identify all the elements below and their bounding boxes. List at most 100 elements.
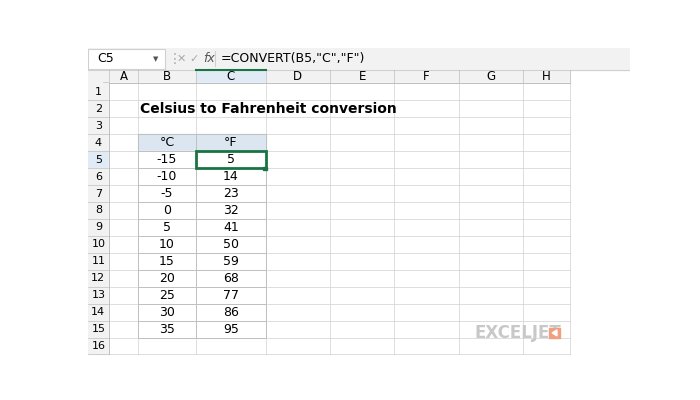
Text: 0: 0	[163, 204, 171, 217]
Text: 30: 30	[159, 306, 175, 319]
Text: EXCELJET: EXCELJET	[475, 324, 561, 342]
Text: °C: °C	[160, 136, 174, 149]
Bar	[138, 202, 196, 219]
Text: 10: 10	[159, 238, 175, 251]
Bar	[523, 70, 570, 84]
Text: C: C	[227, 70, 235, 83]
Bar	[196, 70, 266, 84]
Bar	[88, 100, 109, 117]
Bar	[88, 151, 109, 168]
Text: 14: 14	[91, 307, 106, 317]
Text: 95: 95	[223, 322, 239, 336]
Text: B: B	[163, 70, 171, 83]
Bar	[196, 320, 266, 338]
Text: G: G	[486, 70, 496, 83]
Bar	[88, 236, 109, 253]
Bar	[88, 287, 109, 304]
Text: 86: 86	[223, 306, 239, 319]
Text: 77: 77	[223, 289, 239, 302]
Bar	[109, 84, 570, 354]
Bar	[138, 320, 196, 338]
Bar	[88, 49, 165, 69]
Bar	[196, 134, 266, 151]
Bar	[550, 328, 560, 338]
Text: 50: 50	[223, 238, 239, 251]
Text: 35: 35	[159, 322, 175, 336]
Text: 4: 4	[94, 138, 102, 148]
Text: 5: 5	[94, 155, 102, 165]
Bar	[88, 338, 109, 354]
Polygon shape	[552, 330, 557, 336]
Text: fx: fx	[203, 52, 215, 65]
Bar	[196, 168, 266, 185]
Bar	[88, 202, 109, 219]
Bar	[109, 70, 138, 84]
Bar	[138, 70, 196, 84]
Text: 2: 2	[94, 104, 102, 114]
Bar	[138, 304, 196, 320]
Bar	[88, 253, 109, 270]
Bar	[196, 253, 266, 270]
Text: F: F	[424, 70, 430, 83]
Text: 15: 15	[91, 324, 105, 334]
Bar	[88, 320, 109, 338]
Text: D: D	[293, 70, 302, 83]
Bar	[88, 185, 109, 202]
Text: 13: 13	[91, 290, 105, 300]
Text: 6: 6	[94, 172, 102, 182]
Bar	[196, 202, 266, 219]
Bar	[88, 168, 109, 185]
Bar	[138, 168, 196, 185]
Bar	[88, 134, 109, 151]
Bar	[394, 70, 458, 84]
Bar	[88, 270, 109, 287]
Text: ▼: ▼	[153, 56, 158, 62]
Text: 20: 20	[159, 272, 175, 285]
Bar	[88, 117, 109, 134]
Text: -15: -15	[157, 153, 177, 166]
Bar	[88, 304, 109, 320]
Text: 1: 1	[94, 87, 102, 97]
Text: 3: 3	[94, 121, 102, 131]
Text: =CONVERT(B5,"C","F"): =CONVERT(B5,"C","F")	[220, 52, 365, 65]
Bar	[138, 253, 196, 270]
Text: 5: 5	[227, 153, 235, 166]
Text: ✓: ✓	[189, 54, 198, 64]
Text: 12: 12	[91, 273, 106, 283]
Bar	[138, 287, 196, 304]
Text: 68: 68	[223, 272, 239, 285]
Text: 10: 10	[91, 239, 105, 249]
Bar	[88, 84, 109, 100]
Text: 8: 8	[94, 206, 102, 216]
Text: 23: 23	[223, 187, 239, 200]
Text: -10: -10	[157, 170, 177, 183]
Bar	[138, 151, 196, 168]
Bar	[458, 70, 523, 84]
Text: Celsius to Fahrenheit conversion: Celsius to Fahrenheit conversion	[140, 102, 397, 116]
Bar	[266, 70, 330, 84]
Text: -5: -5	[161, 187, 173, 200]
Bar	[88, 70, 109, 84]
Text: °F: °F	[224, 136, 237, 149]
Text: 32: 32	[223, 204, 239, 217]
Text: 5: 5	[227, 153, 235, 166]
Bar	[196, 236, 266, 253]
Text: 59: 59	[223, 255, 239, 268]
Bar	[138, 185, 196, 202]
Bar	[196, 304, 266, 320]
Text: A: A	[120, 70, 127, 83]
Bar	[330, 70, 394, 84]
Bar	[197, 152, 265, 167]
Text: 16: 16	[91, 341, 105, 351]
Text: ✕: ✕	[176, 54, 186, 64]
Text: C5: C5	[97, 52, 113, 65]
Text: 7: 7	[94, 188, 102, 198]
Text: 41: 41	[223, 221, 239, 234]
Text: 5: 5	[163, 221, 171, 234]
Bar	[263, 166, 267, 170]
Text: E: E	[358, 70, 366, 83]
Bar	[138, 270, 196, 287]
Bar	[196, 219, 266, 236]
Bar	[196, 287, 266, 304]
Text: 11: 11	[91, 256, 105, 266]
